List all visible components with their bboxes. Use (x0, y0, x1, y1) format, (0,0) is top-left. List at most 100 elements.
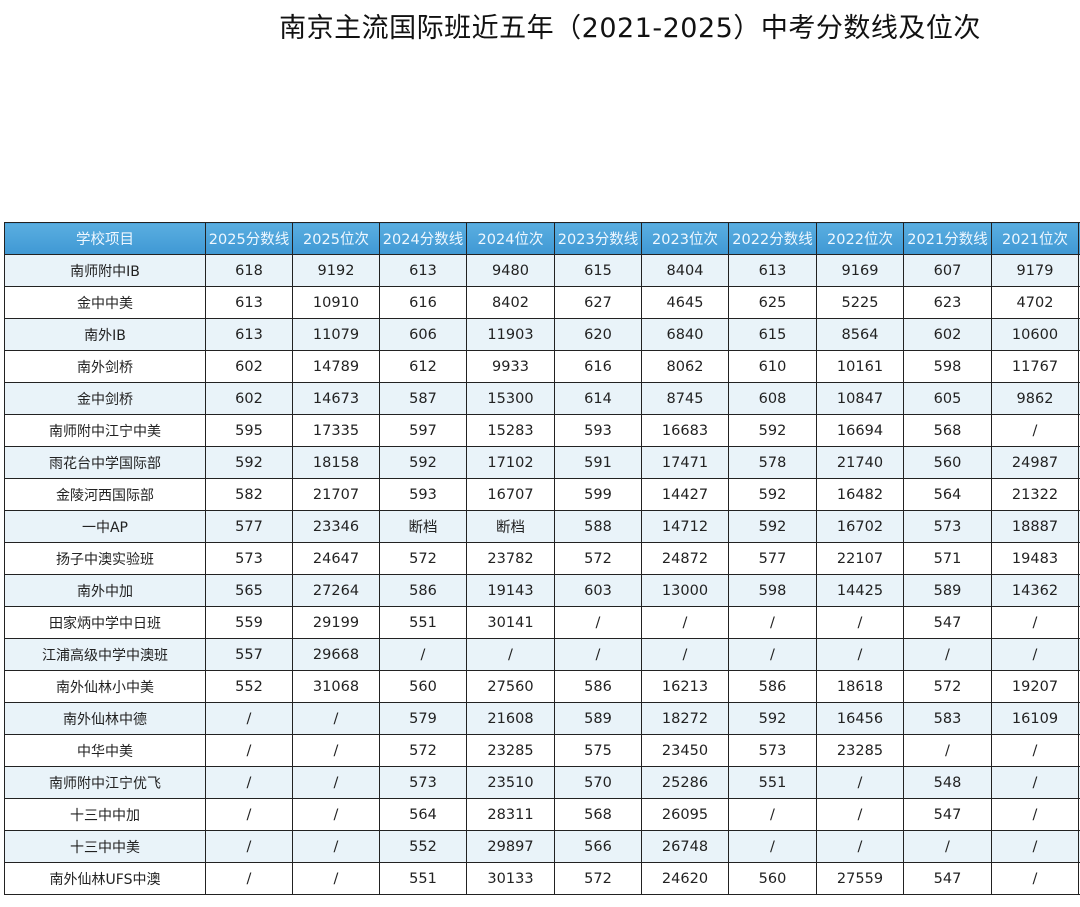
value-cell: 592 (728, 510, 817, 543)
value-cell: 551 (379, 862, 467, 895)
value-cell: 579 (379, 702, 467, 735)
value-cell: 613 (205, 318, 293, 351)
value-cell: 588 (554, 510, 642, 543)
value-cell: 616 (379, 286, 467, 319)
extra-cell (1078, 862, 1080, 895)
value-cell: 16213 (641, 670, 729, 703)
column-header: 学校项目 (4, 222, 206, 255)
school-name-cell: 南师附中江宁中美 (4, 414, 206, 447)
column-header: 2021分数线 (903, 222, 992, 255)
value-cell: / (728, 830, 817, 863)
value-cell: 19207 (991, 670, 1079, 703)
value-cell: 568 (903, 414, 992, 447)
value-cell: 14789 (292, 350, 380, 383)
school-name-cell: 十三中中美 (4, 830, 206, 863)
value-cell: 9179 (991, 254, 1079, 287)
value-cell: 613 (728, 254, 817, 287)
value-cell: / (205, 798, 293, 831)
value-cell: 17335 (292, 414, 380, 447)
table-row: 田家炳中学中日班 559 29199 551 30141// //547/ (4, 606, 1080, 639)
table-row: 十三中中加 //564 28311 568 26095//547/ (4, 798, 1080, 831)
value-cell: 18272 (641, 702, 729, 735)
value-cell: 19143 (466, 574, 555, 607)
school-name-cell: 南师附中IB (4, 254, 206, 287)
value-cell: 572 (554, 862, 642, 895)
value-cell: 10600 (991, 318, 1079, 351)
table-row: 中华中美 //572 23285 575 23450 573 23285// (4, 734, 1080, 767)
value-cell: / (991, 830, 1079, 863)
value-cell: 8402 (466, 286, 555, 319)
value-cell: 5225 (816, 286, 904, 319)
value-cell: 552 (379, 830, 467, 863)
value-cell: / (903, 638, 992, 671)
value-cell: 578 (728, 446, 817, 479)
value-cell: 608 (728, 382, 817, 415)
value-cell: 27264 (292, 574, 380, 607)
value-cell: 586 (554, 670, 642, 703)
value-cell: 9862 (991, 382, 1079, 415)
value-cell: 547 (903, 606, 992, 639)
school-name-cell: 金陵河西国际部 (4, 478, 206, 511)
value-cell: 19483 (991, 542, 1079, 575)
value-cell: 615 (728, 318, 817, 351)
value-cell: 618 (205, 254, 293, 287)
value-cell: 560 (903, 446, 992, 479)
value-cell: 560 (379, 670, 467, 703)
value-cell: 26748 (641, 830, 729, 863)
value-cell: 573 (205, 542, 293, 575)
value-cell: 14362 (991, 574, 1079, 607)
value-cell: / (379, 638, 467, 671)
value-cell: 605 (903, 382, 992, 415)
school-name-cell: 雨花台中学国际部 (4, 446, 206, 479)
school-name-cell: 一中AP (4, 510, 206, 543)
value-cell: 8062 (641, 350, 729, 383)
table-row: 金中剑桥 602 14673 587 15300 614 8745 608 10847 605 98… (4, 382, 1080, 415)
value-cell: 16482 (816, 478, 904, 511)
value-cell: 593 (379, 478, 467, 511)
value-cell: / (466, 638, 555, 671)
value-cell: 18158 (292, 446, 380, 479)
value-cell: 571 (903, 542, 992, 575)
table-row: 金陵河西国际部 582 21707 593 16707 599 14427 592 16482 5… (4, 478, 1080, 511)
value-cell: 14427 (641, 478, 729, 511)
value-cell: 25286 (641, 766, 729, 799)
value-cell: 23285 (466, 734, 555, 767)
value-cell: / (728, 798, 817, 831)
value-cell: 572 (903, 670, 992, 703)
value-cell: 4645 (641, 286, 729, 319)
value-cell: 595 (205, 414, 293, 447)
value-cell: 23346 (292, 510, 380, 543)
table-row: 南外中加 565 27264 586 19143 603 13000 598 14425 589 1… (4, 574, 1080, 607)
school-name-cell: 中华中美 (4, 734, 206, 767)
value-cell: 10847 (816, 382, 904, 415)
column-header: 2023分数线 (554, 222, 642, 255)
value-cell: / (991, 638, 1079, 671)
value-cell: 607 (903, 254, 992, 287)
value-cell: 577 (728, 542, 817, 575)
value-cell: 18618 (816, 670, 904, 703)
value-cell: 10910 (292, 286, 380, 319)
value-cell: 612 (379, 350, 467, 383)
value-cell: 627 (554, 286, 642, 319)
value-cell: 10161 (816, 350, 904, 383)
value-cell: 547 (903, 798, 992, 831)
table-row: 雨花台中学国际部 592 18158 592 17102 591 17471 578 21740… (4, 446, 1080, 479)
value-cell: 4702 (991, 286, 1079, 319)
value-cell: 597 (379, 414, 467, 447)
value-cell: / (991, 862, 1079, 895)
value-cell: 559 (205, 606, 293, 639)
value-cell: 24647 (292, 542, 380, 575)
value-cell: 592 (205, 446, 293, 479)
value-cell: 602 (903, 318, 992, 351)
value-cell: 15300 (466, 382, 555, 415)
value-cell: 8564 (816, 318, 904, 351)
value-cell: 591 (554, 446, 642, 479)
school-name-cell: 南外剑桥 (4, 350, 206, 383)
value-cell: 21322 (991, 478, 1079, 511)
value-cell: 573 (379, 766, 467, 799)
value-cell: 29897 (466, 830, 555, 863)
value-cell: 587 (379, 382, 467, 415)
value-cell: 598 (728, 574, 817, 607)
value-cell: 6840 (641, 318, 729, 351)
value-cell: 599 (554, 478, 642, 511)
